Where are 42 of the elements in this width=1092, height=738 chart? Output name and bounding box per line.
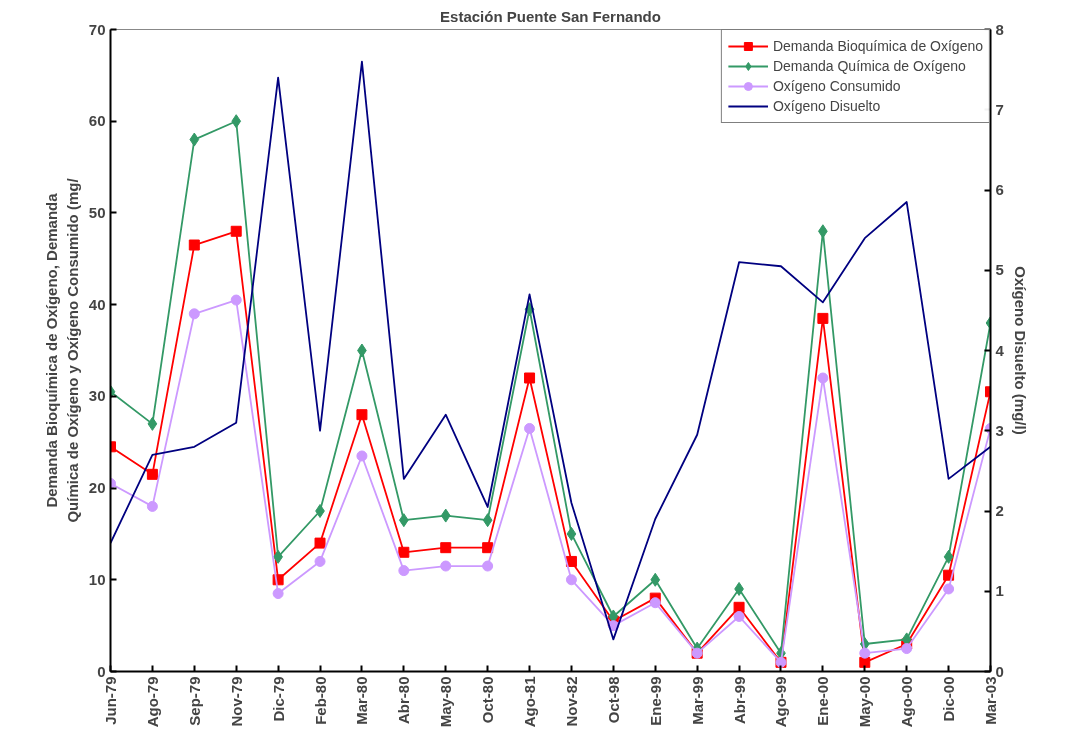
y2-tick-label: 8: [995, 20, 1004, 38]
x-tick-label: Nov-79: [227, 676, 245, 727]
y-tick-label: 50: [88, 203, 106, 221]
x-tick-label: Mar-99: [688, 676, 706, 725]
legend-label: Oxígeno Consumido: [772, 78, 901, 94]
x-tick-label: Oct-98: [604, 676, 622, 724]
y2-tick-label: 5: [995, 261, 1004, 279]
y2-tick-label: 2: [995, 502, 1004, 519]
x-tick-label: Mar-80: [353, 676, 371, 725]
legend-label: Demanda Bioquímica de Oxígeno: [772, 38, 983, 54]
x-tick-label: Ene-99: [646, 676, 664, 726]
y-tick-label: 30: [88, 387, 106, 405]
y-tick-label: 70: [88, 20, 106, 38]
x-tick-label: Ago-79: [143, 676, 161, 728]
x-tick-label: Feb-80: [311, 676, 329, 725]
x-tick-label: May-00: [856, 676, 874, 728]
x-tick-label: Ene-00: [814, 676, 832, 726]
legend-label: Demanda Química de Oxígeno: [772, 58, 966, 74]
y2-tick-label: 1: [995, 582, 1004, 600]
y2-axis-title: Oxígeno Disuelto (mg/l): [1011, 266, 1029, 435]
x-tick-label: May-80: [437, 676, 455, 728]
x-tick-label: Dic-00: [940, 676, 958, 722]
chart-title: Estación Puente San Fernando: [440, 7, 661, 25]
x-tick-label: Oct-80: [479, 676, 497, 724]
x-tick-label: Ago-99: [772, 676, 790, 728]
y2-tick-label: 3: [995, 421, 1004, 439]
legend-label: Oxígeno Disuelto: [772, 98, 881, 114]
x-tick-label: Nov-82: [562, 676, 580, 727]
x-tick-label: Ago-81: [521, 676, 539, 728]
y-tick-label: 10: [88, 570, 106, 588]
x-tick-label: Abr-99: [730, 676, 748, 725]
x-tick-label: Abr-80: [395, 676, 413, 725]
x-tick-label: Ago-00: [898, 676, 916, 728]
x-tick-label: Sep-79: [185, 676, 203, 726]
y2-tick-label: 6: [995, 181, 1004, 198]
y-tick-label: 40: [88, 295, 106, 313]
y2-tick-label: 4: [995, 341, 1005, 359]
x-tick-label: Dic-79: [269, 676, 287, 722]
y2-tick-label: 7: [995, 100, 1004, 118]
y-axis-title: Demanda Bioquímica de Oxígeno, Demanda Química de Oxígeno y Oxígeno Consumido (mg/: [43, 177, 81, 523]
y-tick-label: 60: [88, 112, 106, 130]
y-tick-label: 20: [88, 479, 106, 497]
